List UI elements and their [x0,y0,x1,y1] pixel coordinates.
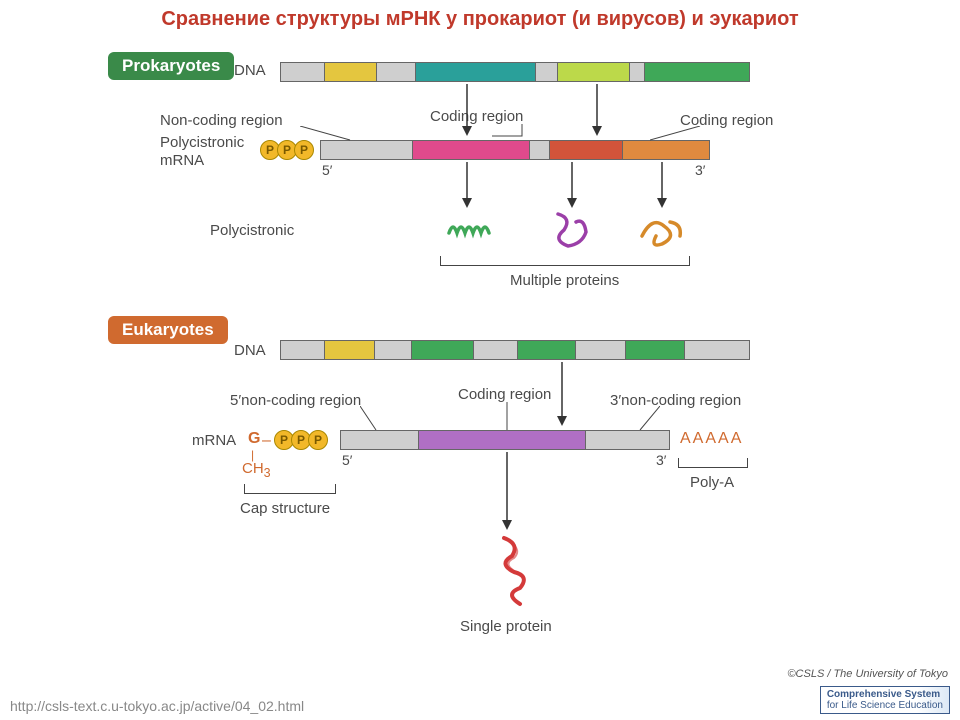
prok-five-prime: 5′ [322,162,332,178]
protein-2 [548,208,594,252]
bar-segment [341,431,419,449]
arrow-prot-2 [565,162,579,208]
prokaryotes-badge: Prokaryotes [108,52,234,80]
poly-a-text: AAAAA [680,430,743,448]
bar-segment [626,341,686,359]
three-non-line [630,406,660,432]
euk-phosphates: PPP [274,430,325,450]
bar-segment [321,141,413,159]
arrow-single-protein [500,452,514,530]
bar-segment [281,341,325,359]
single-protein-icon [484,534,532,612]
csls-logo: Comprehensive System for Life Science Ed… [820,686,950,714]
polya-label: Poly-A [690,474,734,491]
prok-dna-label: DNA [234,62,266,79]
arrow-dna-mrna-2 [590,84,604,136]
phosphate-icon: P [294,140,314,160]
euk-dna-label: DNA [234,342,266,359]
bar-segment [530,141,550,159]
noncoding-line [300,126,360,142]
bar-segment [645,63,749,81]
polya-bracket [678,458,748,468]
euk-three-prime: 3′ [656,452,666,468]
cap-bracket [244,484,336,494]
bar-segment [558,63,630,81]
bar-segment [474,341,518,359]
euk-coding-label: Coding region [458,386,551,403]
eukaryotes-badge: Eukaryotes [108,316,228,344]
copyright-text: ©CSLS / The University of Tokyo [787,668,948,680]
bar-segment [377,63,417,81]
bar-segment [325,63,377,81]
multiple-proteins-label: Multiple proteins [510,272,619,289]
coding2-line [650,126,710,142]
phosphate-icon: P [308,430,328,450]
prok-phosphates: PPP [260,140,311,160]
five-non-line [360,406,390,432]
polycistronic-mrna-label-1: Polycistronic [160,134,244,151]
noncoding-label: Non-coding region [160,112,283,129]
euk-mrna-bar [340,430,670,450]
protein-3 [636,214,688,248]
cap-structure-label: Cap structure [240,500,330,517]
bar-segment [416,63,535,81]
protein-1 [445,215,501,247]
page-title: Сравнение структуры мРНК у прокариот (и … [0,8,960,31]
bar-segment [536,63,558,81]
euk-five-prime: 5′ [342,452,352,468]
footer-url: http://csls-text.c.u-tokyo.ac.jp/active/… [10,698,304,714]
prok-three-prime: 3′ [695,162,705,178]
arrow-dna-mrna-1 [460,84,474,136]
bar-segment [576,341,626,359]
arrow-prot-3 [655,162,669,208]
bar-segment [412,341,474,359]
polycistronic-mrna-label-2: mRNA [160,152,204,169]
euk-mrna-label: mRNA [192,432,236,449]
bar-segment [623,141,709,159]
euk-coding-line [500,402,514,430]
cap-dash: – [262,432,271,450]
bar-segment [630,63,646,81]
cap-g: G [248,430,260,448]
euk-dna-bar [280,340,750,360]
bar-segment [413,141,530,159]
arrow-euk-dna-mrna [555,362,569,426]
cap-ch3: CH3 [242,460,271,480]
single-protein-label: Single protein [460,618,552,635]
prok-mrna-bar [320,140,710,160]
bar-segment [586,431,669,449]
multiple-proteins-bracket [440,256,690,266]
arrow-prot-1 [460,162,474,208]
bar-segment [375,341,413,359]
bar-segment [685,341,749,359]
bar-segment [550,141,624,159]
prok-dna-bar [280,62,750,82]
bar-segment [325,341,375,359]
bar-segment [518,341,576,359]
polycistronic-label: Polycistronic [210,222,294,239]
bar-segment [281,63,325,81]
five-noncoding-label: 5′non-coding region [230,392,361,409]
coding-label-1: Coding region [430,108,523,125]
bar-segment [419,431,586,449]
